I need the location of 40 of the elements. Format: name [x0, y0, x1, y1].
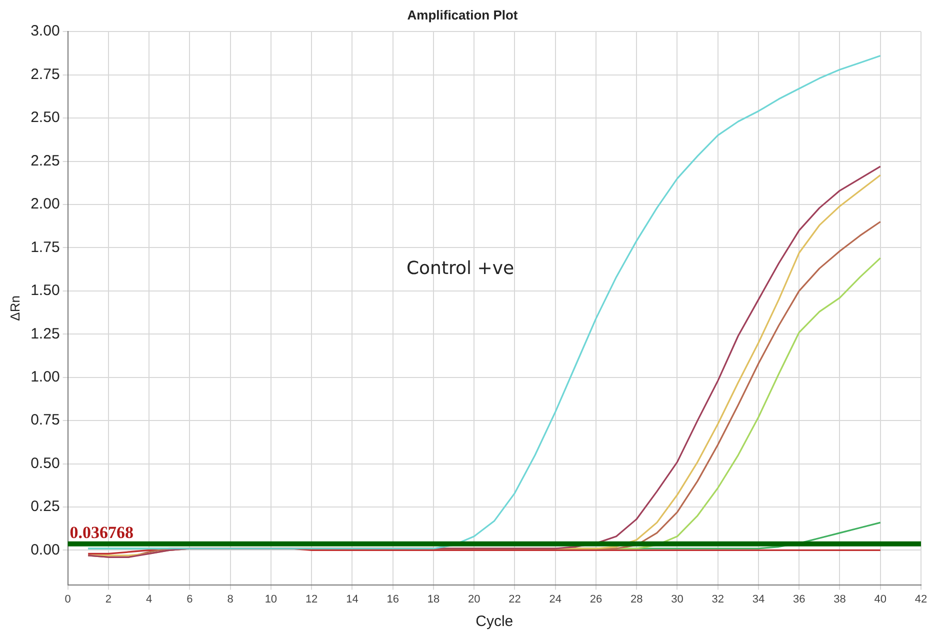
- y-tick-label: 1.50: [30, 282, 60, 300]
- x-tick-label: 10: [264, 593, 278, 606]
- x-tick-label: 18: [427, 593, 440, 606]
- y-tick-label: 0.25: [30, 498, 60, 516]
- x-tick-label: 8: [227, 593, 234, 606]
- x-tick-label: 38: [834, 593, 846, 606]
- x-tick-label: 12: [305, 593, 318, 606]
- x-tick-label: 20: [468, 593, 480, 606]
- x-axis-title: Cycle: [476, 613, 514, 630]
- x-tick-label: 36: [792, 593, 806, 606]
- y-axis-title: ΔRn: [7, 296, 22, 321]
- y-tick-label: 0.75: [30, 412, 60, 429]
- x-tick-label: 4: [146, 593, 152, 606]
- annotation: Control +ve: [406, 258, 514, 280]
- x-tick-label: 28: [630, 593, 643, 606]
- y-tick-label: 0.50: [30, 454, 60, 472]
- y-tick-label: 0.00: [30, 541, 60, 558]
- y-tick-label: 1.25: [30, 325, 60, 342]
- x-tick-label: 34: [752, 593, 765, 606]
- y-tick-label: 2.50: [30, 109, 60, 126]
- x-tick-label: 22: [508, 593, 521, 606]
- ref-line-label: 0.036768: [70, 522, 134, 542]
- y-tick-label: 2.75: [30, 66, 60, 83]
- x-tick-label: 24: [549, 593, 562, 606]
- x-tick-label: 16: [386, 593, 399, 606]
- x-tick-label: 40: [874, 593, 886, 606]
- x-tick-label: 14: [346, 593, 358, 606]
- y-tick-label: 3.00: [30, 22, 60, 40]
- x-tick-label: 26: [590, 593, 602, 606]
- x-tick-label: 30: [671, 593, 684, 606]
- x-tick-label: 42: [914, 593, 928, 606]
- y-tick-label: 2.25: [30, 152, 60, 170]
- y-tick-label: 1.00: [30, 368, 60, 386]
- x-tick-label: 32: [712, 593, 724, 606]
- chart-title: Amplification Plot: [407, 7, 518, 22]
- x-tick-label: 2: [105, 593, 112, 606]
- y-tick-label: 1.75: [30, 238, 60, 256]
- x-tick-label: 6: [186, 593, 193, 606]
- y-tick-label: 2.00: [30, 196, 60, 213]
- x-tick-label: 0: [64, 593, 71, 606]
